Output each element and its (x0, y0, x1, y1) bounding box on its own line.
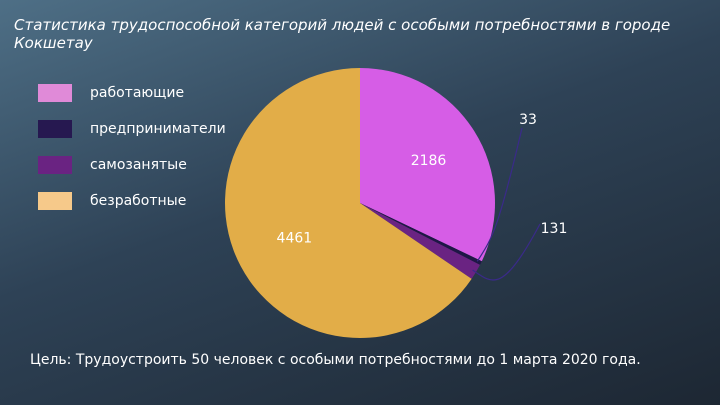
data-label-self-employed: 131 (541, 221, 568, 237)
legend-item-working: работающие (38, 82, 226, 104)
pie-slice-2 (360, 203, 480, 279)
pie-slice-1 (360, 203, 482, 265)
leader-line-entrepreneurs (476, 127, 523, 262)
legend-item-self-employed: самозанятые (38, 154, 226, 176)
legend: работающие предприниматели самозанятые б… (38, 82, 226, 226)
legend-swatch-unemployed (38, 192, 72, 210)
data-label-entrepreneurs: 33 (519, 112, 537, 128)
legend-swatch-self-employed (38, 156, 72, 174)
pie-slice-3 (225, 68, 472, 339)
legend-label-self-employed: самозанятые (90, 157, 187, 173)
goal-text: Цель: Трудоустроить 50 человек с особыми… (30, 352, 641, 368)
legend-item-unemployed: безработные (38, 190, 226, 212)
leader-line-self-employed (472, 223, 541, 281)
legend-swatch-working (38, 84, 72, 102)
legend-label-entrepreneurs: предприниматели (90, 121, 226, 137)
legend-label-unemployed: безработные (90, 193, 187, 209)
legend-swatch-entrepreneurs (38, 120, 72, 138)
chart-title: Статистика трудоспособной категорий люде… (14, 16, 671, 52)
data-label-unemployed: 4461 (277, 231, 313, 247)
pie-slice-0 (360, 68, 495, 262)
legend-item-entrepreneurs: предприниматели (38, 118, 226, 140)
data-label-working: 2186 (411, 153, 447, 169)
legend-label-working: работающие (90, 85, 185, 101)
